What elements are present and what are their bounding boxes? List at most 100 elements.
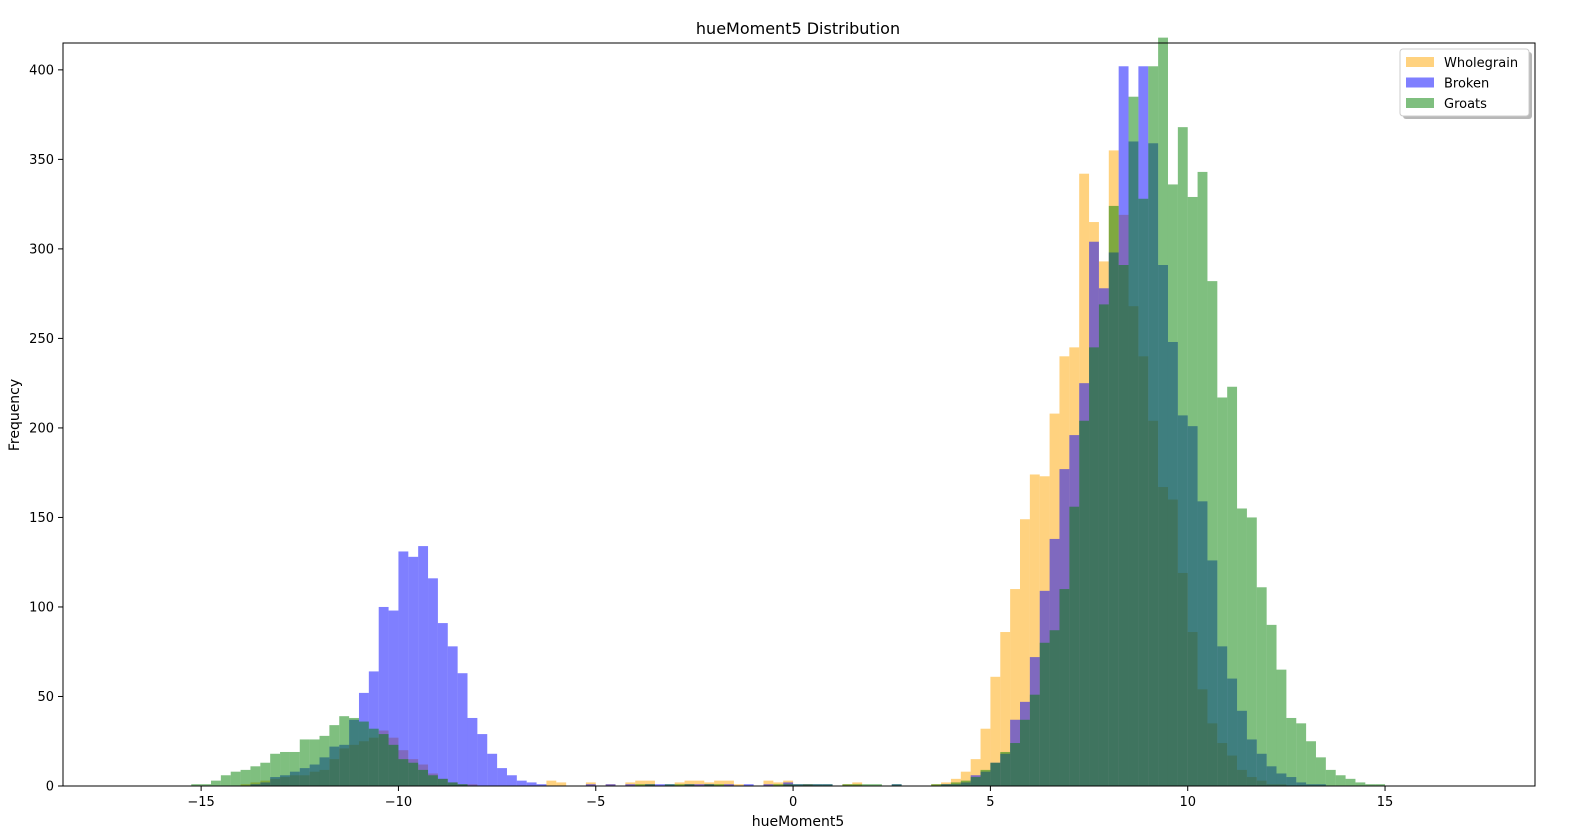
histogram-bar <box>1000 632 1011 786</box>
histogram-bar <box>635 780 646 786</box>
histogram-bar <box>724 784 734 786</box>
histogram-bar <box>970 777 981 786</box>
histogram-bar <box>694 780 705 786</box>
histogram-bar <box>299 739 310 786</box>
histogram-bar <box>358 721 369 786</box>
histogram-bar <box>1207 281 1218 786</box>
histogram-bar <box>1197 171 1208 786</box>
y-tick-label: 250 <box>29 332 54 347</box>
histogram-bar <box>1010 743 1020 786</box>
histogram-bar <box>852 782 863 786</box>
x-tick-label: −10 <box>385 795 412 810</box>
histogram-bar <box>970 759 981 786</box>
histogram-bar <box>339 716 350 786</box>
histogram-bar <box>546 780 557 786</box>
histogram-bar <box>684 784 695 786</box>
histogram-bar <box>1217 397 1228 786</box>
legend-label: Broken <box>1444 77 1489 92</box>
histogram-bar <box>1138 198 1149 786</box>
histogram-bar <box>714 780 725 786</box>
y-tick-label: 300 <box>29 242 54 257</box>
histogram-bar <box>714 784 725 786</box>
histogram-bar <box>674 782 685 786</box>
histogram-bar <box>1108 205 1119 787</box>
histogram-bar <box>1049 630 1060 786</box>
histogram-bar <box>763 784 774 786</box>
histogram-bar <box>625 782 636 786</box>
histogram-bar <box>408 556 419 786</box>
histogram-bar <box>872 784 882 786</box>
histogram-bar <box>428 578 438 786</box>
histogram-bar <box>743 784 754 786</box>
histogram-bar <box>1315 757 1326 786</box>
histogram-bar <box>408 762 419 786</box>
histogram-bar <box>1098 304 1109 786</box>
histogram-bar <box>329 725 340 786</box>
histogram-bar <box>812 784 823 786</box>
histogram-bar <box>1039 642 1050 786</box>
histogram-bar <box>536 784 547 786</box>
y-tick-label: 50 <box>37 690 54 705</box>
histogram-bar <box>694 784 705 786</box>
histogram-bar <box>733 784 744 786</box>
histogram-bar <box>773 782 784 786</box>
histogram-bar <box>457 673 468 786</box>
histogram-bar <box>1325 769 1336 786</box>
histogram-bar <box>1365 784 1376 786</box>
histogram-bar <box>1306 741 1316 786</box>
histogram-bar <box>1286 717 1297 786</box>
histogram-bar <box>625 784 636 786</box>
chart-title: hueMoment5 Distribution <box>696 19 900 38</box>
histogram-bar <box>260 762 271 786</box>
histogram-bar <box>309 739 320 786</box>
histogram-bar <box>960 771 971 786</box>
y-tick-label: 100 <box>29 600 54 615</box>
histogram-bar <box>980 769 991 786</box>
histogram-bar <box>852 784 863 786</box>
histogram-bar <box>960 780 971 786</box>
histogram-bar <box>1148 66 1159 786</box>
histogram-bar <box>368 728 379 786</box>
histogram-bar <box>1118 265 1129 786</box>
histogram-bar <box>437 623 448 786</box>
histogram-bar <box>447 646 458 786</box>
histogram-bar <box>240 769 251 786</box>
histogram-bar <box>418 546 429 786</box>
y-tick-label: 400 <box>29 63 54 78</box>
histogram-bar <box>704 784 715 786</box>
histogram-bar <box>664 784 675 786</box>
histogram-bar <box>1237 508 1247 786</box>
histogram-bar <box>842 784 853 786</box>
histogram-bar <box>191 784 202 786</box>
histogram-bar <box>270 753 281 786</box>
legend: Wholegrain Broken Groats <box>1399 48 1532 119</box>
legend-swatch <box>1406 77 1434 88</box>
legend-swatch <box>1406 98 1434 108</box>
histogram-bar <box>793 784 803 786</box>
histogram-bar <box>210 780 221 786</box>
legend-label: Wholegrain <box>1444 56 1518 71</box>
histogram-bar <box>704 782 715 786</box>
x-tick-label: 5 <box>986 795 994 810</box>
histogram-bar <box>802 784 813 786</box>
histogram-bar <box>1020 719 1030 786</box>
histogram-bar <box>862 784 873 786</box>
histogram-bar <box>398 759 409 786</box>
histogram-bar <box>1177 127 1188 786</box>
plot-frame <box>62 42 1536 787</box>
y-tick-label: 150 <box>29 511 54 526</box>
histogram-bar <box>1256 587 1267 786</box>
histogram-bar <box>516 780 527 786</box>
histogram-bar <box>1069 506 1080 786</box>
histogram-bar <box>250 766 261 786</box>
histogram-bar <box>980 728 991 786</box>
histogram-bar <box>497 768 507 786</box>
y-tick-label: 200 <box>29 421 54 436</box>
legend-label: Groats <box>1444 97 1487 112</box>
histogram-bar <box>1227 386 1238 786</box>
histogram-bar <box>605 784 616 786</box>
histogram-bar <box>931 784 942 786</box>
histogram-bar <box>763 780 774 786</box>
histogram-bar <box>280 751 290 786</box>
